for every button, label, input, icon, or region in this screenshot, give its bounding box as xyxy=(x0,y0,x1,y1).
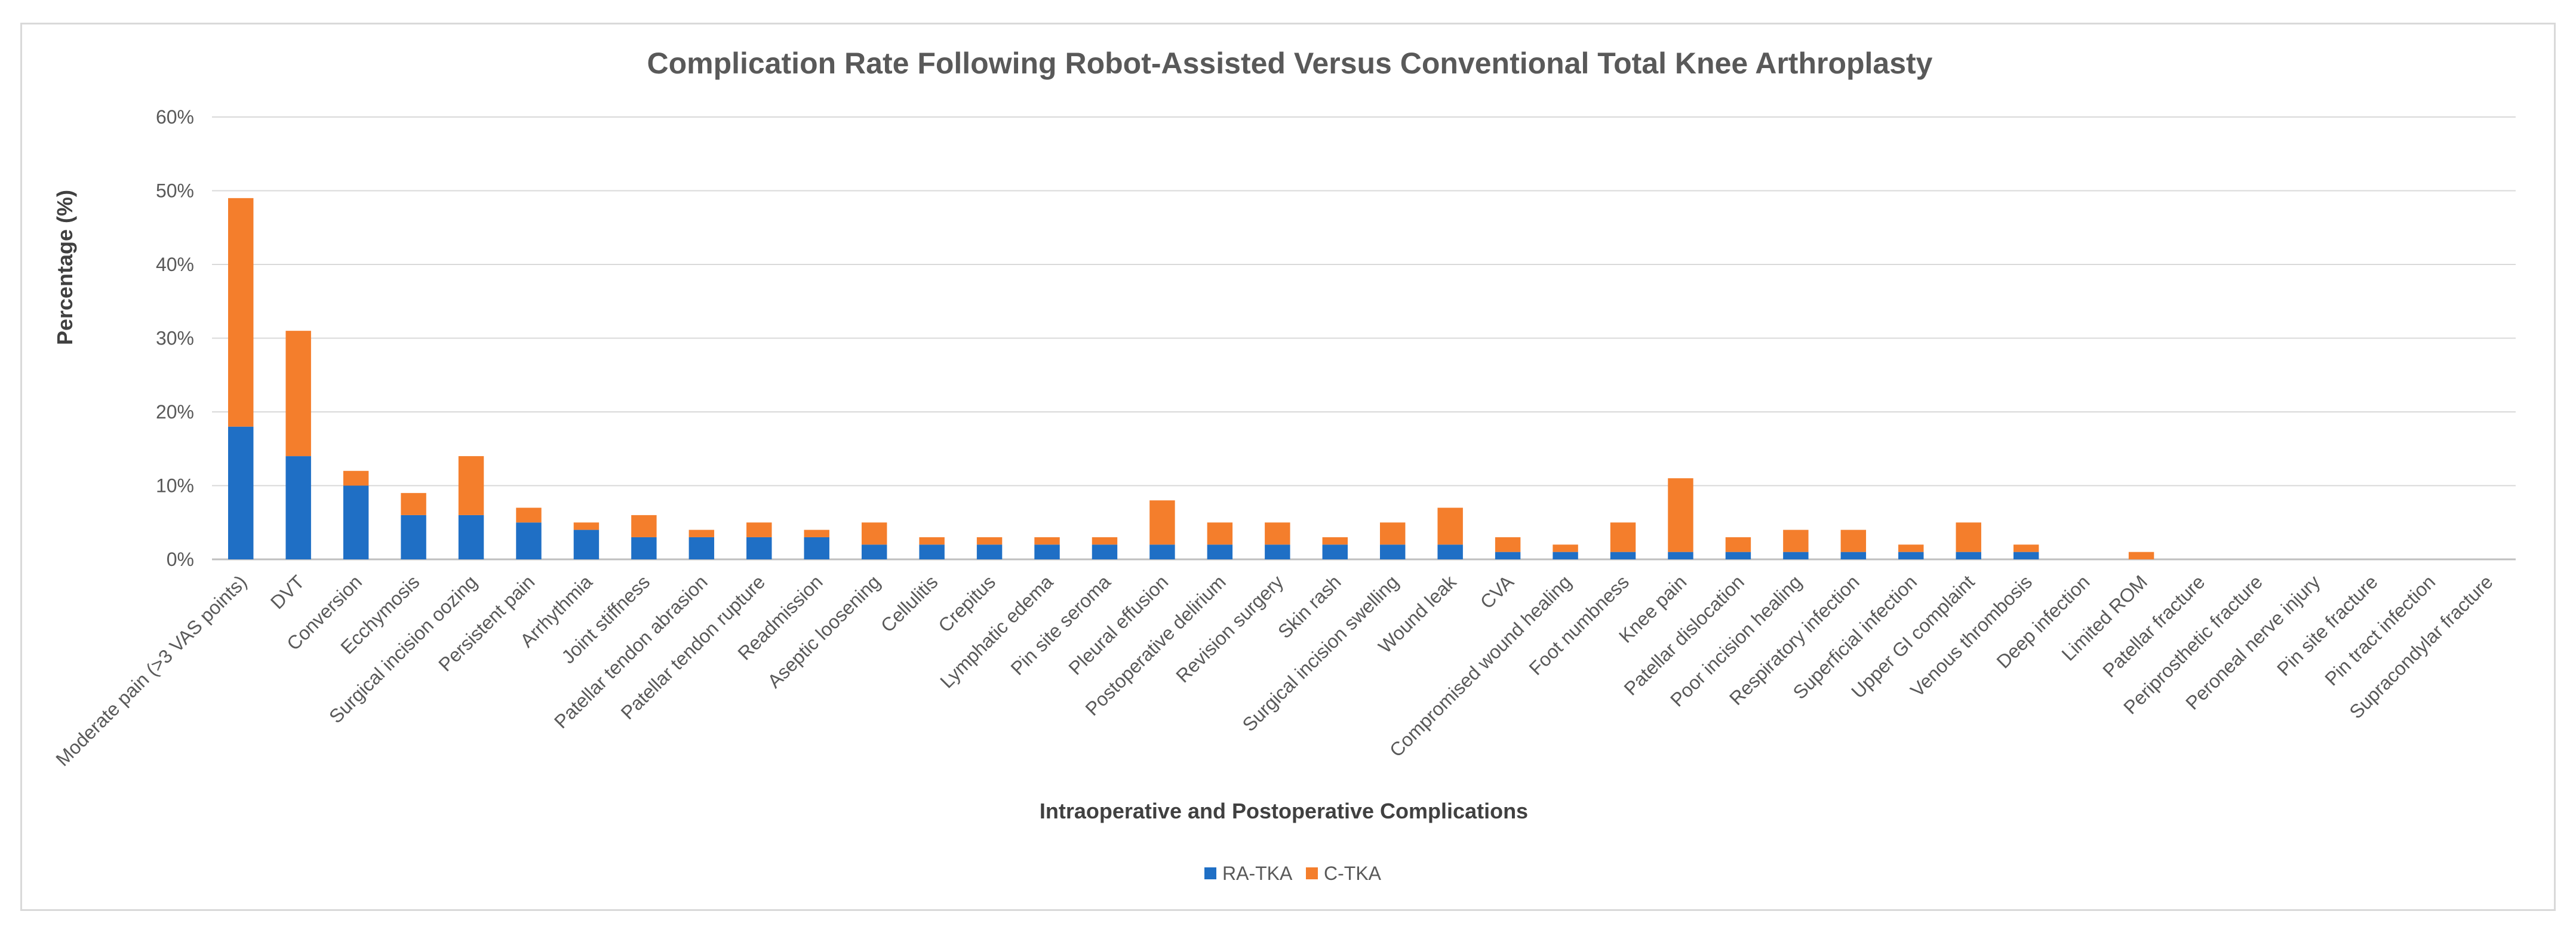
bar-c-tka xyxy=(976,537,1003,545)
chart-frame: Complication Rate Following Robot-Assist… xyxy=(20,23,2556,911)
bar-c-tka xyxy=(1783,530,1809,552)
y-axis-ticks: 0% 10% 20% 30% 40% 50% 60% xyxy=(156,106,194,570)
bar-c-tka xyxy=(1207,522,1233,545)
bar-c-tka xyxy=(401,492,426,515)
bar-c-tka xyxy=(746,522,772,537)
bar-c-tka xyxy=(516,507,542,523)
bar-ra-tka xyxy=(804,537,829,559)
bar-ra-tka xyxy=(1092,544,1118,559)
bar-ra-tka xyxy=(1553,552,1578,559)
bar-c-tka xyxy=(573,522,600,530)
bar-c-tka xyxy=(861,522,887,545)
bar-c-tka xyxy=(1034,537,1060,545)
y-tick-label: 0% xyxy=(167,549,194,570)
bar-ra-tka xyxy=(458,515,484,559)
bar-c-tka xyxy=(1725,537,1751,552)
x-tick-label: Cellulitis xyxy=(877,571,942,636)
bar-ra-tka xyxy=(746,537,772,559)
y-tick-label: 20% xyxy=(156,401,194,423)
bar-ra-tka xyxy=(285,456,311,559)
bar-ra-tka xyxy=(1322,544,1348,559)
bar-c-tka xyxy=(1092,537,1118,545)
bar-ra-tka xyxy=(1034,544,1060,559)
legend-label-c-tka: C-TKA xyxy=(1324,863,1382,884)
bar-c-tka xyxy=(631,515,657,537)
bar-ra-tka xyxy=(631,537,657,559)
bar-c-tka xyxy=(2128,552,2154,559)
x-axis-ticks: Moderate pain (>3 VAS points) DVTConversi… xyxy=(51,571,2497,771)
x-tick-label: Pin site fracture xyxy=(2273,571,2382,680)
bar-c-tka xyxy=(1840,530,1867,552)
bar-ra-tka xyxy=(976,544,1003,559)
bar-ra-tka xyxy=(1610,552,1636,559)
x-tick-label: Pleural effusion xyxy=(1064,571,1172,679)
x-tick-label: Patellar fracture xyxy=(2098,571,2209,681)
bar-ra-tka xyxy=(1265,544,1290,559)
y-tick-label: 40% xyxy=(156,254,194,275)
bars xyxy=(228,198,2154,559)
bar-ra-tka xyxy=(343,485,369,559)
bar-c-tka xyxy=(1380,522,1406,545)
bar-ra-tka xyxy=(861,544,887,559)
bar-c-tka xyxy=(458,456,484,515)
bar-c-tka xyxy=(1437,507,1463,545)
bar-c-tka xyxy=(804,530,829,537)
legend-swatch-ra-tka xyxy=(1204,867,1216,879)
bar-c-tka xyxy=(2013,544,2039,552)
legend-swatch-c-tka xyxy=(1306,867,1318,879)
bar-c-tka xyxy=(688,530,715,537)
bar-ra-tka xyxy=(1437,544,1463,559)
bar-ra-tka xyxy=(1725,552,1751,559)
bar-ra-tka xyxy=(228,426,254,559)
bar-c-tka xyxy=(919,537,945,545)
gridlines xyxy=(212,116,2516,561)
chart-title: Complication Rate Following Robot-Assist… xyxy=(647,47,1932,80)
bar-c-tka xyxy=(343,470,369,486)
x-tick-label: Moderate pain (>3 VAS points) xyxy=(51,571,251,770)
bar-ra-tka xyxy=(401,515,426,559)
y-tick-label: 60% xyxy=(156,106,194,128)
bar-c-tka xyxy=(1149,500,1175,545)
x-tick-label: DVT xyxy=(266,571,309,613)
y-axis-title: Percentage (%) xyxy=(53,190,77,345)
bar-ra-tka xyxy=(1840,552,1867,559)
bar-ra-tka xyxy=(1898,552,1924,559)
chart: Complication Rate Following Robot-Assist… xyxy=(51,47,2516,884)
x-tick-label: CVA xyxy=(1476,571,1518,613)
bar-c-tka xyxy=(228,198,254,427)
bar-ra-tka xyxy=(1783,552,1809,559)
bar-c-tka xyxy=(1956,522,1981,552)
bar-ra-tka xyxy=(1149,544,1175,559)
bar-c-tka xyxy=(285,331,311,457)
bar-ra-tka xyxy=(2013,552,2039,559)
y-tick-label: 10% xyxy=(156,475,194,497)
x-tick-label: Foot numbness xyxy=(1525,571,1633,679)
bar-ra-tka xyxy=(688,537,715,559)
x-tick-label: Aseptic loosening xyxy=(763,571,884,692)
bar-ra-tka xyxy=(516,522,542,559)
bar-c-tka xyxy=(1668,478,1693,552)
bar-ra-tka xyxy=(1380,544,1406,559)
bar-c-tka xyxy=(1898,544,1924,552)
bar-c-tka xyxy=(1265,522,1290,545)
bar-c-tka xyxy=(1495,537,1521,552)
y-tick-label: 30% xyxy=(156,328,194,349)
bar-ra-tka xyxy=(1207,544,1233,559)
y-tick-label: 50% xyxy=(156,180,194,202)
bar-c-tka xyxy=(1553,544,1578,552)
bar-ra-tka xyxy=(1495,552,1521,559)
x-axis-title: Intraoperative and Postoperative Complic… xyxy=(1040,799,1528,823)
legend: RA-TKA C-TKA xyxy=(1204,863,1382,884)
legend-label-ra-tka: RA-TKA xyxy=(1222,863,1293,884)
bar-ra-tka xyxy=(1668,552,1693,559)
bar-ra-tka xyxy=(1956,552,1981,559)
bar-ra-tka xyxy=(573,530,600,559)
bar-c-tka xyxy=(1322,537,1348,545)
bar-ra-tka xyxy=(919,544,945,559)
bar-c-tka xyxy=(1610,522,1636,552)
x-tick-label: Revision surgery xyxy=(1172,571,1287,687)
x-tick-label: Pin site seroma xyxy=(1007,571,1115,679)
